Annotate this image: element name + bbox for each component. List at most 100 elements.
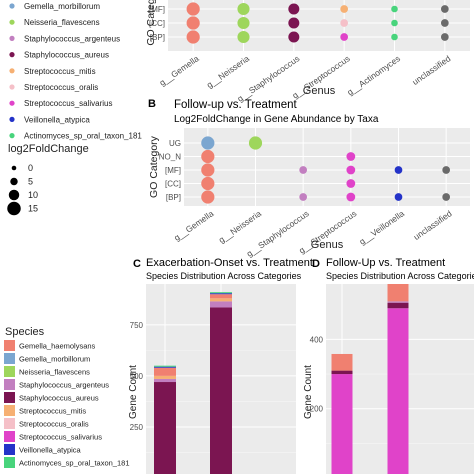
point-g-streptococcus-mf xyxy=(340,5,349,13)
point-g-neisseria-cc xyxy=(237,16,250,30)
bar-2-segment-streptococcus-mitis xyxy=(210,298,232,302)
bar-2-segment-gemella-haemolysans xyxy=(387,284,409,302)
species-legend-label-streptococcus-mitis: Streptococcus_mitis xyxy=(19,407,86,416)
point-g-gemella-cc xyxy=(201,176,215,191)
x-tick-label-unclassified: unclassified xyxy=(410,53,452,87)
panel-d-subtitle: Species Distribution Across Categories xyxy=(326,271,474,281)
y-tick-label-mf: [MF] xyxy=(165,166,181,175)
legend-label-gemella-morbillorum: Gemella_morbillorum xyxy=(24,2,100,11)
legend-key-staphylococcus-argenteus xyxy=(9,35,15,42)
x-tick-label-unclassified: unclassified xyxy=(412,208,454,242)
bar-1-segment-veillonella-atypica xyxy=(154,366,176,368)
panel-b: B Follow-up vs. Treatment Log2FoldChange… xyxy=(148,98,470,259)
y-tick-label-bp: [BP] xyxy=(150,33,165,42)
point-g-staphylococcus-bp xyxy=(299,193,308,201)
panel-c-title: Exacerbation-Onset vs. Treatment xyxy=(146,257,313,269)
legend-key-streptococcus-mitis xyxy=(9,68,15,74)
y-tick-label-750: 750 xyxy=(130,321,144,330)
panel-c-label: C xyxy=(133,258,141,270)
bar-1-segment-streptococcus-mitis xyxy=(154,375,176,379)
species-legend-key-actinomyces-sp-oral-taxon-181 xyxy=(4,457,15,468)
y-tick-label-ug: UG xyxy=(169,139,181,148)
bar-1-segment-actinomyces-sp-oral-taxon-181 xyxy=(154,365,176,367)
panel-d-y-axis-label: Gene Count xyxy=(303,365,314,419)
legend-key-neisseria-flavescens xyxy=(9,19,15,25)
point-g-gemella-mf xyxy=(186,2,200,16)
panel-d: D Follow-Up vs. Treatment Species Distri… xyxy=(303,257,474,474)
size-key-0 xyxy=(11,165,17,171)
size-legend-label-10: 10 xyxy=(28,190,38,200)
species-legend-key-staphylococcus-argenteus xyxy=(4,379,15,390)
species-legend-bottom: Species Gemella_haemolysans Gemella_morbi… xyxy=(4,326,130,468)
x-tick-label-g-gemella: g__Gemella xyxy=(157,53,201,88)
legend-label-streptococcus-salivarius: Streptococcus_salivarius xyxy=(24,99,112,108)
panel-a: [BP][CC][MF] g__Gemella g__Neisseriag__St… xyxy=(145,0,470,104)
point-g-streptococcus-cc xyxy=(346,179,356,188)
size-legend-label-0: 0 xyxy=(28,163,33,173)
legend-key-streptococcus-oralis xyxy=(9,84,15,90)
species-legend-label-staphylococcus-argenteus: Staphylococcus_argenteus xyxy=(19,381,109,390)
size-key-15 xyxy=(7,201,21,216)
panel-a-plot-background xyxy=(168,0,470,51)
species-legend-label-veillonella-atypica: Veillonella_atypica xyxy=(19,446,82,455)
bar-2-segment-veillonella-atypica xyxy=(210,293,232,295)
y-tick-label-400: 400 xyxy=(310,335,324,344)
point-g-veillonella-mf xyxy=(394,166,403,174)
y-tick-label-500: 500 xyxy=(130,372,144,381)
point-g-gemella-bp xyxy=(186,30,200,44)
bar-1-segment-gemella-haemolysans xyxy=(154,367,176,376)
y-tick-label-no-n: NO_N xyxy=(159,153,181,162)
legend-key-staphylococcus-aureus xyxy=(9,52,15,58)
point-g-streptococcus-mf xyxy=(346,165,356,175)
species-legend-key-gemella-morbillorum xyxy=(4,353,15,364)
bar-2-segment-staphylococcus-aureus xyxy=(387,302,409,309)
y-tick-label-cc: [CC] xyxy=(149,19,165,28)
panel-d-bars xyxy=(331,284,409,474)
species-legend-label-gemella-haemolysans: Gemella_haemolysans xyxy=(19,342,96,351)
species-legend-label-staphylococcus-aureus: Staphylococcus_aureus xyxy=(19,394,99,403)
point-unclassified-bp xyxy=(442,193,451,201)
point-g-streptococcus-cc xyxy=(340,19,349,27)
species-legend-key-streptococcus-oralis xyxy=(4,418,15,429)
bar-2-segment-gemella-haemolysans xyxy=(210,294,232,299)
legend-key-actinomyces-sp-oral-taxon-181 xyxy=(9,133,15,139)
point-g-streptococcus-no-n xyxy=(346,152,356,161)
point-g-actinomyces-cc xyxy=(391,19,398,27)
size-key-10 xyxy=(8,189,20,201)
y-tick-label-mf: [MF] xyxy=(149,5,165,14)
bar-1-segment-gemella-haemolysans xyxy=(331,353,353,371)
bar-1-segment-streptococcus-salivarius xyxy=(331,374,353,474)
point-g-streptococcus-bp xyxy=(346,192,356,202)
panel-b-subtitle: Log2FoldChange in Gene Abundance by Taxa xyxy=(174,114,379,125)
species-legend-label-gemella-morbillorum: Gemella_morbillorum xyxy=(19,355,90,364)
panel-d-label: D xyxy=(312,258,320,270)
panel-c-y-tick-labels: 250 500 750 xyxy=(130,321,144,432)
panel-c-y-axis-label: Gene Count xyxy=(128,365,139,419)
legend-label-streptococcus-mitis: Streptococcus_mitis xyxy=(24,67,96,76)
species-legend-key-gemella-haemolysans xyxy=(4,340,15,351)
point-g-veillonella-bp xyxy=(394,193,403,201)
point-unclassified-mf xyxy=(442,166,451,174)
point-g-staphylococcus-bp xyxy=(288,31,300,43)
point-g-gemella-cc xyxy=(186,16,200,30)
legend-label-actinomyces-sp-oral-taxon-181: Actinomyces_sp_oral_taxon_181 xyxy=(24,132,142,141)
point-unclassified-mf xyxy=(440,5,449,13)
point-g-gemella-ug xyxy=(201,136,215,150)
species-legend-key-neisseria-flavescens xyxy=(4,366,15,377)
panel-b-grid xyxy=(184,128,470,206)
y-tick-label-200: 200 xyxy=(310,405,324,414)
size-legend: log2FoldChange 0 5 10 15 xyxy=(7,143,89,216)
bar-2-segment-staphylococcus-argenteus xyxy=(387,301,409,303)
legend-key-veillonella-atypica xyxy=(9,116,15,122)
legend-label-veillonella-atypica: Veillonella_atypica xyxy=(24,115,90,124)
legend-label-streptococcus-oralis: Streptococcus_oralis xyxy=(24,83,98,92)
species-legend-label-neisseria-flavescens: Neisseria_flavescens xyxy=(19,368,90,377)
point-g-gemella-no-n xyxy=(201,149,215,164)
point-g-gemella-mf xyxy=(201,163,215,177)
panel-b-y-tick-labels: [BP] [CC] [MF] NO_N UG xyxy=(159,139,181,202)
point-g-neisseria-mf xyxy=(237,2,250,16)
point-unclassified-bp xyxy=(440,33,449,41)
panel-b-x-axis-label: Genus xyxy=(311,239,344,251)
legend-key-gemella-morbillorum xyxy=(9,3,15,9)
